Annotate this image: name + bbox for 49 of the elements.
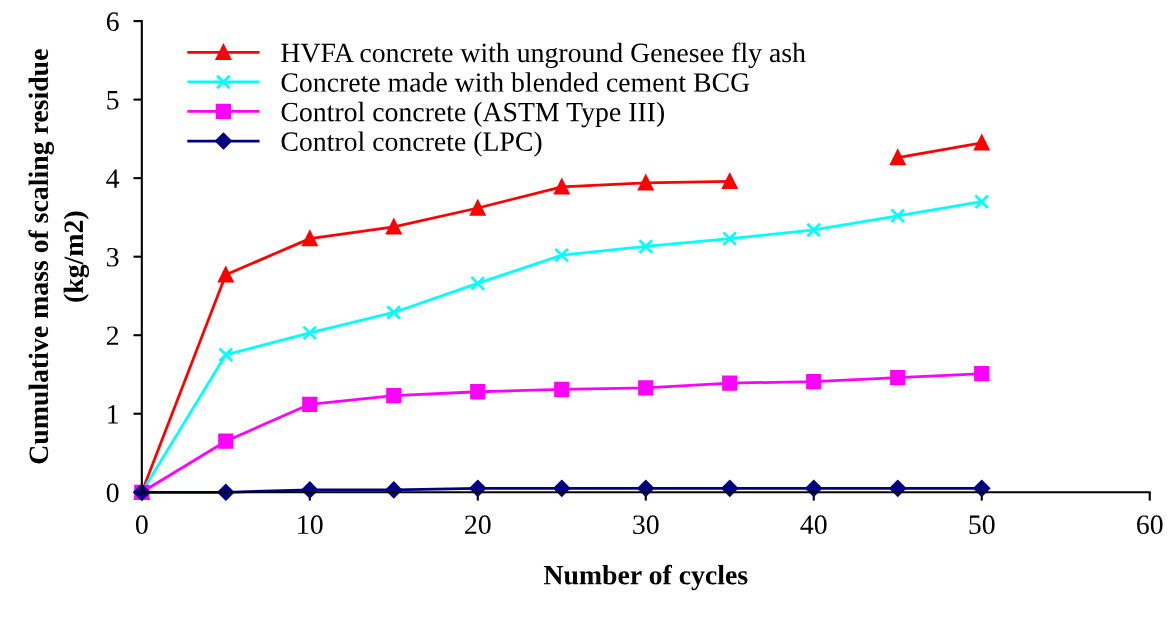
point — [890, 208, 906, 224]
point — [386, 388, 402, 404]
point — [302, 396, 318, 412]
y-tick-label: 6 — [106, 12, 119, 31]
y-tick-label: 5 — [107, 91, 119, 110]
x-tick-label: 20 — [465, 515, 491, 535]
point — [554, 179, 570, 195]
point — [890, 369, 906, 386]
point — [470, 275, 486, 292]
x-tick-label: 60 — [1137, 515, 1163, 535]
point — [218, 267, 234, 283]
y-tick-label: 0 — [106, 483, 119, 503]
point — [554, 247, 570, 263]
point — [890, 150, 906, 166]
point — [302, 230, 318, 247]
point — [722, 173, 738, 189]
point — [386, 219, 402, 235]
point — [302, 325, 318, 341]
y-tick-label: 3 — [107, 247, 119, 267]
point — [722, 230, 738, 247]
point — [974, 194, 990, 210]
y-tick-label: 4 — [106, 169, 120, 188]
point — [470, 200, 486, 216]
legend-label: Control concrete (ASTM Type III) — [281, 101, 664, 128]
x-tick-label: 10 — [298, 515, 323, 535]
point — [554, 381, 570, 398]
legend-label: Control concrete (LPC) — [281, 131, 542, 157]
point — [638, 380, 654, 396]
legend-label: Concrete made with blended cement BCG — [281, 72, 750, 92]
point — [386, 304, 402, 321]
x-axis-title: Number of cycles — [543, 564, 748, 591]
point — [218, 347, 234, 363]
point — [806, 222, 822, 238]
point — [974, 135, 990, 151]
x-tick-label: 30 — [633, 515, 659, 535]
point — [638, 238, 654, 255]
legend-label: HVFA concrete with unground Genesee fly ash — [281, 42, 806, 69]
x-tick-label: 40 — [800, 515, 827, 535]
y-axis-title: Cumulative mass of scaling residue (kg/m2) — [28, 49, 90, 464]
point — [638, 175, 654, 191]
y-tick-label: 2 — [106, 326, 119, 345]
point — [722, 375, 738, 391]
point — [806, 373, 822, 390]
point — [974, 366, 990, 382]
x-tick-label: 0 — [135, 515, 148, 535]
y-tick-label: 1 — [108, 405, 118, 424]
point — [218, 433, 234, 449]
x-tick-label: 50 — [969, 515, 995, 535]
point — [470, 384, 486, 400]
